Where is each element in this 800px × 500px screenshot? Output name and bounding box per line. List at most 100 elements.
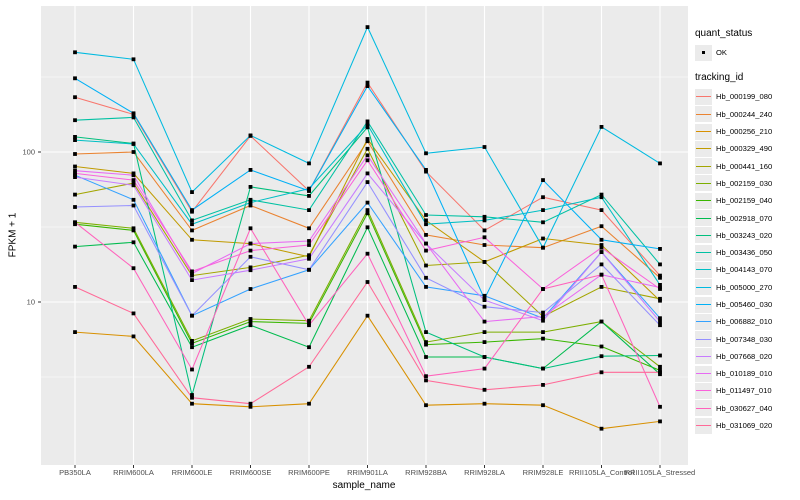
data-point [131,226,136,231]
data-point [131,197,136,202]
legend-key-swatch [695,140,712,157]
legend-item-Hb_000329_490: Hb_000329_490 [695,140,798,157]
data-point [541,220,545,225]
panel-background [41,6,688,465]
data-point [424,285,428,289]
legend-key-swatch [695,313,712,330]
data-point [365,25,370,29]
data-point [482,330,487,334]
data-point [307,256,311,261]
data-point [248,248,253,253]
legend-key-swatch [695,261,712,278]
data-point [424,241,428,246]
data-point [190,395,194,400]
data-point [365,225,370,230]
x-tick-label-PB350LA: PB350LA [59,468,91,477]
legend-color-line-icon [696,96,711,98]
data-point [248,404,253,409]
data-point [482,355,487,359]
data-point [599,370,604,375]
data-point [73,138,77,142]
data-point [658,296,662,301]
legend-item-Hb_004143_070: Hb_004143_070 [695,261,798,278]
legend-item-label: Hb_031069_020 [716,421,773,431]
legend-item-label: Hb_005460_030 [716,300,773,309]
legend-key-swatch [695,88,712,105]
legend-color-line-icon [696,165,711,167]
data-point [482,145,487,149]
data-point [599,125,604,129]
data-point [424,342,428,347]
legend-color-line-icon [696,234,711,236]
legend-item-Hb_003243_020: Hb_003243_020 [695,227,798,244]
data-point [131,142,136,146]
legend-item-label: Hb_010189_010 [716,369,773,379]
data-point [190,345,194,350]
data-point [424,374,428,379]
legend-key-swatch [695,348,712,365]
legend-item-Hb_006882_010: Hb_006882_010 [695,313,798,330]
data-point [365,84,370,88]
legend-item-Hb_002159_030: Hb_002159_030 [695,175,798,192]
data-point [73,222,77,227]
data-point [599,245,604,250]
data-point [131,173,136,178]
data-point [658,283,662,287]
data-point [73,76,77,81]
legend-color-line-icon [696,425,711,427]
data-point [599,262,604,267]
data-point [658,404,662,409]
x-tick-label-RRIM928BA: RRIM928BA [405,468,447,477]
data-point [190,237,194,242]
legend-key-swatch [695,227,712,244]
data-point [482,304,487,309]
y-axis-title: FPKM + 1 [7,212,19,258]
legend-key-swatch [695,417,712,434]
data-point [541,310,545,315]
data-point [541,336,545,341]
data-point [131,181,136,185]
data-point [248,317,253,321]
data-point [73,220,77,225]
data-point [248,203,253,208]
data-point [248,241,253,246]
data-point [482,293,487,298]
legend-color-line-icon [696,252,711,254]
tracking-id-legend-title: tracking_id [695,72,744,84]
legend-color-line-icon [696,269,711,271]
legend-item-Hb_000244_240: Hb_000244_240 [695,106,798,123]
tracking-id-legend: tracking_id Hb_000199_080 Hb_000244_240 Hb… [695,72,798,434]
data-point [307,345,311,350]
legend-item-Hb_011497_010: Hb_011497_010 [695,382,798,399]
legend-color-line-icon [696,355,711,357]
data-point [365,122,370,127]
legend-item-label: Hb_002159_040 [716,196,773,206]
legend-item-label: Hb_007668_020 [716,351,773,361]
data-point [190,313,194,318]
legend-item-Hb_005460_030: Hb_005460_030 [695,296,798,313]
data-point [190,218,194,223]
data-point [248,133,253,138]
data-point [190,228,194,233]
data-point [424,233,428,237]
data-point [424,275,428,280]
data-point [658,262,662,267]
data-point [658,247,662,251]
data-point [365,153,370,158]
data-point [248,254,253,259]
data-point [541,236,545,241]
data-point [541,383,545,387]
data-point [658,323,662,328]
legend-key-swatch [695,296,712,313]
legend-item-label: Hb_002159_030 [716,178,773,188]
data-point [658,161,662,166]
data-point [248,319,253,324]
data-point [131,115,136,120]
legend-key-swatch [695,175,712,192]
data-point [599,426,604,431]
data-point [482,228,487,233]
legend-item-label: Hb_030627_040 [716,403,773,413]
legend-color-line-icon [696,131,711,133]
data-point [307,239,311,243]
